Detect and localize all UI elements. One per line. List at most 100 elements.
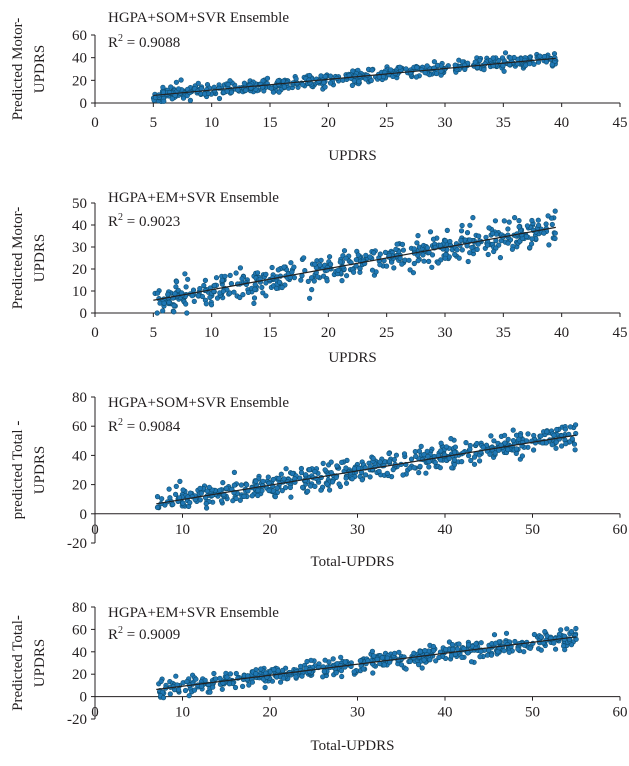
data-point bbox=[515, 646, 521, 652]
data-point bbox=[204, 505, 210, 511]
data-point bbox=[304, 658, 310, 665]
data-point bbox=[525, 431, 531, 437]
data-point bbox=[317, 262, 323, 268]
data-point bbox=[459, 654, 465, 660]
data-point bbox=[384, 263, 390, 269]
data-point bbox=[182, 271, 188, 277]
data-point bbox=[468, 457, 474, 464]
data-point bbox=[488, 433, 494, 439]
data-point bbox=[486, 225, 492, 231]
x-tick-label: 50 bbox=[525, 705, 540, 721]
data-point bbox=[321, 79, 327, 86]
data-point bbox=[422, 647, 428, 654]
x-tick-label: 30 bbox=[350, 522, 365, 538]
data-point bbox=[154, 310, 160, 316]
data-point bbox=[291, 264, 297, 270]
data-point bbox=[173, 284, 179, 290]
data-point bbox=[537, 53, 543, 59]
data-point bbox=[436, 654, 442, 661]
data-point bbox=[427, 657, 433, 663]
data-point bbox=[240, 683, 246, 689]
x-tick-label: 60 bbox=[613, 705, 628, 721]
data-point bbox=[299, 673, 305, 679]
data-point bbox=[183, 301, 189, 307]
data-point bbox=[283, 466, 289, 472]
data-point bbox=[334, 463, 340, 469]
data-point bbox=[203, 301, 209, 307]
x-tick-label: 25 bbox=[379, 325, 394, 341]
data-point bbox=[173, 79, 179, 85]
data-point bbox=[390, 466, 396, 473]
data-point bbox=[471, 454, 478, 460]
data-point bbox=[429, 252, 436, 258]
data-point bbox=[387, 458, 393, 464]
data-point bbox=[426, 464, 432, 470]
data-point bbox=[216, 95, 223, 102]
data-point bbox=[477, 458, 483, 464]
x-tick-label: 10 bbox=[175, 705, 190, 721]
data-point bbox=[367, 474, 373, 480]
data-point bbox=[562, 647, 568, 653]
data-point bbox=[174, 279, 180, 285]
data-point bbox=[396, 649, 402, 655]
data-point bbox=[177, 478, 183, 484]
y-tick-label: 40 bbox=[72, 645, 87, 661]
data-point bbox=[424, 245, 431, 251]
data-point bbox=[288, 260, 294, 266]
data-point bbox=[220, 479, 226, 486]
data-point bbox=[327, 80, 334, 86]
data-point bbox=[271, 666, 277, 673]
data-point bbox=[293, 76, 299, 82]
trend-line bbox=[153, 57, 556, 97]
data-point bbox=[471, 461, 478, 467]
data-point bbox=[369, 648, 376, 654]
data-point bbox=[197, 285, 203, 292]
data-point bbox=[538, 634, 544, 640]
data-point bbox=[210, 684, 216, 690]
data-point bbox=[300, 82, 306, 88]
data-point bbox=[329, 479, 336, 485]
data-point bbox=[240, 291, 246, 298]
data-point bbox=[260, 478, 266, 484]
data-point bbox=[182, 687, 189, 694]
data-point bbox=[501, 648, 507, 654]
data-point bbox=[270, 89, 277, 95]
data-point bbox=[467, 237, 473, 243]
y-tick-label: 80 bbox=[72, 390, 87, 406]
data-point bbox=[393, 452, 400, 458]
data-point bbox=[269, 264, 275, 271]
data-point bbox=[349, 82, 356, 88]
data-point bbox=[403, 666, 409, 672]
data-point bbox=[414, 240, 420, 246]
data-point bbox=[458, 228, 465, 234]
data-point bbox=[315, 274, 321, 280]
y-tick-label: 20 bbox=[72, 73, 87, 89]
data-point bbox=[211, 670, 217, 677]
data-point bbox=[336, 481, 342, 487]
data-point bbox=[369, 67, 375, 73]
data-point bbox=[176, 687, 182, 693]
data-point bbox=[213, 676, 219, 682]
data-point bbox=[249, 679, 255, 685]
data-point bbox=[388, 67, 394, 73]
y-tick-label: 0 bbox=[80, 96, 88, 112]
data-point bbox=[173, 483, 179, 489]
data-point bbox=[275, 78, 281, 84]
y-tick-label: 40 bbox=[72, 218, 87, 234]
data-point bbox=[281, 84, 288, 90]
data-point bbox=[490, 55, 496, 61]
data-point bbox=[572, 422, 579, 428]
data-point bbox=[552, 646, 559, 652]
data-point bbox=[266, 487, 272, 494]
data-point bbox=[311, 278, 317, 284]
data-point bbox=[251, 300, 257, 306]
data-point bbox=[410, 270, 417, 276]
y-tick-label: -20 bbox=[67, 536, 87, 552]
data-point bbox=[279, 284, 285, 291]
data-point bbox=[482, 61, 488, 67]
y-tick-label: 20 bbox=[72, 262, 87, 278]
data-point bbox=[468, 659, 475, 665]
data-point bbox=[243, 87, 249, 93]
data-point bbox=[492, 218, 499, 224]
data-point bbox=[399, 241, 406, 248]
